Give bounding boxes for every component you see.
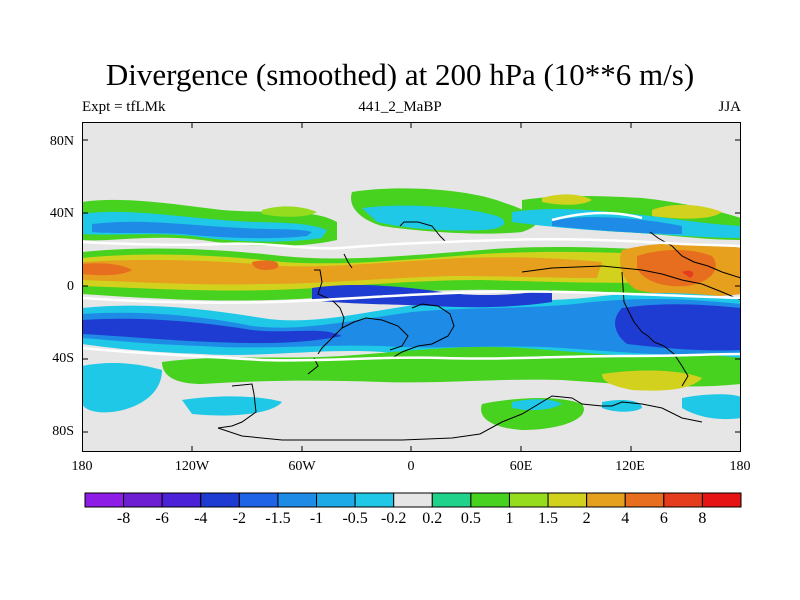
colorbar-swatch (123, 492, 163, 508)
colorbar-label: 1 (505, 510, 514, 527)
y-tick-label-80s: 80S (52, 424, 74, 439)
colorbar-label: 6 (659, 510, 668, 527)
colorbar-label: -4 (194, 510, 208, 527)
colorbar-swatch (200, 492, 240, 508)
x-tick-label-60w: 60W (288, 459, 316, 474)
colorbar-swatch (238, 492, 279, 508)
colorbar-swatch (431, 492, 472, 508)
colorbar-label: 0.2 (422, 510, 443, 527)
colorbar-swatch (701, 492, 742, 508)
colorbar-label: 1.5 (538, 510, 559, 527)
colorbar-swatch (663, 492, 703, 508)
season-label: JJA (718, 99, 741, 115)
y-tick-label-80n: 80N (49, 134, 74, 149)
y-tick-label-40s: 40S (52, 351, 74, 366)
axis-ticks (82, 122, 741, 452)
colorbar-label: 8 (698, 510, 707, 527)
divergence-map (82, 122, 741, 452)
x-tick-label-180w: 180 (71, 459, 93, 474)
colorbar-label: -8 (116, 510, 131, 527)
y-tick-label-40n: 40N (49, 206, 74, 221)
x-tick-label-120w: 120W (174, 459, 210, 474)
colorbar (84, 492, 742, 508)
colorbar-label: -1 (309, 510, 324, 527)
zero-contours (82, 211, 741, 362)
colorbar-swatch (161, 492, 202, 508)
colorbar-swatch (586, 492, 626, 508)
colorbar-swatch (624, 492, 665, 508)
coastlines (217, 221, 741, 441)
colorbar-label: -1.5 (265, 510, 291, 527)
experiment-label: Expt = tfLMk (82, 99, 166, 115)
colorbar-label: -6 (155, 510, 169, 527)
colorbar-swatch (277, 492, 318, 508)
colorbar-swatch (354, 492, 395, 508)
x-tick-label-60e: 60E (509, 459, 533, 474)
colorbar-swatch (393, 492, 433, 508)
colorbar-label: 0.5 (460, 510, 481, 527)
plot-title: Divergence (smoothed) at 200 hPa (10**6 … (105, 57, 695, 92)
tropical-south-band (82, 285, 741, 365)
colorbar-label: 2 (582, 510, 591, 527)
colorbar-swatch (84, 492, 125, 508)
colorbar-swatch (470, 492, 510, 508)
x-tick-label-0: 0 (407, 459, 415, 474)
colorbar-swatch (508, 492, 549, 508)
colorbar-label: -0.5 (342, 510, 368, 527)
colorbar-label: 4 (621, 510, 630, 527)
colorbar-swatch (316, 492, 356, 508)
colorbar-label: -2 (232, 510, 246, 527)
x-tick-label-120e: 120E (615, 459, 645, 474)
run-label: 441_2_MaBP (358, 99, 442, 115)
y-tick-label-eq: 0 (67, 279, 74, 294)
x-tick-label-180e: 180 (729, 459, 751, 474)
equatorial-band (82, 243, 741, 301)
colorbar-label: -0.2 (381, 510, 407, 527)
colorbar-swatch (547, 492, 588, 508)
nh-midlat-band (82, 188, 741, 246)
